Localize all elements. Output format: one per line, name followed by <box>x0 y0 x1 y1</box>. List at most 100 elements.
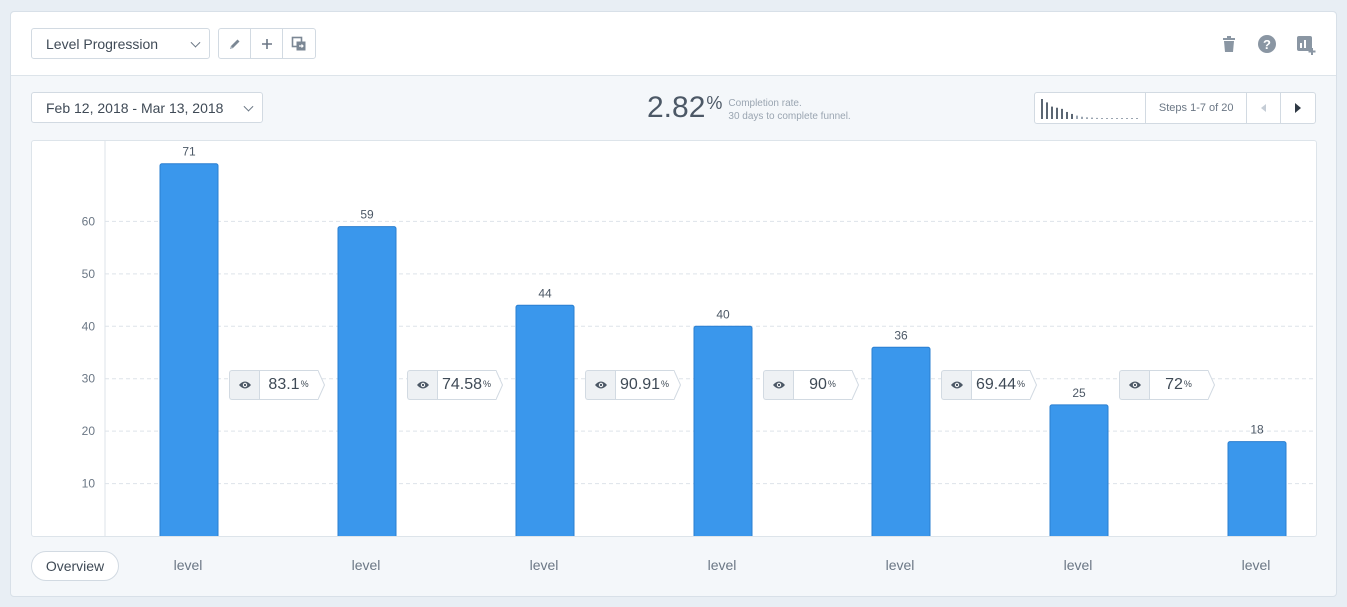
spark-bar <box>1076 115 1078 119</box>
y-tick-label: 10 <box>82 477 96 491</box>
bar <box>693 325 753 536</box>
edit-button[interactable] <box>219 29 251 58</box>
badge-pointer <box>673 370 681 400</box>
x-tick-label: level <box>351 557 381 573</box>
eye-icon <box>238 381 251 389</box>
spark-bar <box>1081 116 1083 119</box>
x-tick-label: level <box>885 557 915 573</box>
conversion-rate-value: 72 <box>1165 376 1183 393</box>
duplicate-icon <box>291 36 306 50</box>
conversion-rate: 69.44% <box>971 370 1029 400</box>
conversion-rate-value: 83.1 <box>268 376 300 393</box>
conversion-badge[interactable]: 69.44% <box>941 370 1037 400</box>
chevron-down-icon <box>243 101 254 112</box>
bar-value-label: 36 <box>894 328 908 342</box>
spark-bar <box>1136 118 1138 119</box>
step-navigator: Steps 1-7 of 20 <box>1034 92 1316 124</box>
bar-value-label: 59 <box>360 208 374 222</box>
eye-icon-button[interactable] <box>585 370 615 400</box>
conversion-badge[interactable]: 90% <box>763 370 859 400</box>
badge-pointer <box>1029 370 1037 400</box>
eye-icon-button[interactable] <box>941 370 971 400</box>
spark-bar <box>1096 117 1098 119</box>
x-tick-label: level <box>529 557 559 573</box>
conversion-rate-unit: % <box>483 379 492 389</box>
bar <box>159 163 219 536</box>
report-select-label: Level Progression <box>46 35 159 52</box>
help-button[interactable]: ? <box>1257 34 1277 54</box>
funnel-chart: 10 20 30 40 50 60 71 59 44 40 36 25 18 <box>31 140 1317 537</box>
spark-bar <box>1121 118 1123 119</box>
x-tick-label: level <box>1063 557 1093 573</box>
conversion-rate: 72% <box>1149 370 1207 400</box>
y-tick-label: 40 <box>82 319 96 333</box>
conversion-badge[interactable]: 74.58% <box>407 370 503 400</box>
eye-icon-button[interactable] <box>1119 370 1149 400</box>
duplicate-button[interactable] <box>283 29 315 58</box>
conversion-rate: 83.1% <box>259 370 317 400</box>
add-to-dashboard-icon <box>1297 36 1316 55</box>
spark-bar <box>1061 108 1063 119</box>
conversion-badge[interactable]: 72% <box>1119 370 1215 400</box>
previous-steps-button[interactable] <box>1247 93 1282 123</box>
spark-bar <box>1101 118 1103 119</box>
badge-pointer <box>317 370 325 400</box>
eye-icon-button[interactable] <box>229 370 259 400</box>
spark-bar <box>1041 99 1043 119</box>
spark-bar <box>1071 113 1073 119</box>
y-tick-label: 60 <box>82 214 96 228</box>
svg-text:?: ? <box>1263 37 1271 52</box>
badge-pointer <box>851 370 859 400</box>
sparkline-chart <box>1041 99 1138 119</box>
eye-icon <box>594 381 607 389</box>
conversion-badge[interactable]: 83.1% <box>229 370 325 400</box>
overview-button[interactable]: Overview <box>31 551 119 581</box>
spark-bar <box>1131 118 1133 119</box>
spark-bar <box>1066 111 1068 119</box>
spark-bar <box>1091 117 1093 119</box>
add-to-dashboard-button[interactable] <box>1295 34 1316 55</box>
pencil-icon <box>229 39 239 49</box>
completion-rate: 2.82 % Completion rate. 30 days to compl… <box>647 90 851 126</box>
x-tick-label: level <box>173 557 203 573</box>
trash-icon <box>1223 36 1235 52</box>
conversion-rate: 90.91% <box>615 370 673 400</box>
y-tick-label: 30 <box>82 372 96 386</box>
conversion-badge[interactable]: 90.91% <box>585 370 681 400</box>
add-button[interactable] <box>251 29 283 58</box>
eye-icon <box>772 381 785 389</box>
bar <box>1049 404 1109 536</box>
eye-icon <box>950 381 963 389</box>
bar-value-label: 44 <box>538 286 552 300</box>
chevron-down-icon <box>190 37 201 48</box>
top-toolbar: Level Progression <box>11 12 1336 76</box>
delete-button[interactable] <box>1219 34 1239 54</box>
funnel-panel: Level Progression <box>10 11 1337 597</box>
completion-rate-description: Completion rate. 30 days to complete fun… <box>728 97 850 123</box>
report-select[interactable]: Level Progression <box>31 28 210 59</box>
y-tick-label: 50 <box>82 267 96 281</box>
steps-sparkline[interactable] <box>1035 93 1146 123</box>
bar-value-label: 40 <box>716 307 730 321</box>
conversion-rate-unit: % <box>1183 379 1192 389</box>
eye-icon-button[interactable] <box>763 370 793 400</box>
x-tick-label: level <box>1241 557 1271 573</box>
bar <box>337 226 397 536</box>
steps-range-label: Steps 1-7 of 20 <box>1146 93 1248 123</box>
badge-pointer <box>1207 370 1215 400</box>
eye-icon-button[interactable] <box>407 370 437 400</box>
completion-rate-value: 2.82 <box>647 91 706 124</box>
conversion-rate-unit: % <box>300 379 309 389</box>
next-steps-button[interactable] <box>1281 93 1315 123</box>
report-actions <box>218 28 316 59</box>
spark-bar <box>1126 118 1128 119</box>
spark-bar <box>1106 118 1108 119</box>
help-icon: ? <box>1258 35 1276 53</box>
spark-bar <box>1051 106 1053 119</box>
bar-value-label: 71 <box>182 145 196 159</box>
completion-rate-line2: 30 days to complete funnel. <box>728 111 851 122</box>
date-range-select[interactable]: Feb 12, 2018 - Mar 13, 2018 <box>31 92 263 123</box>
completion-rate-line1: Completion rate. <box>728 98 802 109</box>
plus-icon <box>261 38 272 49</box>
conversion-rate: 90% <box>793 370 851 400</box>
